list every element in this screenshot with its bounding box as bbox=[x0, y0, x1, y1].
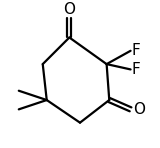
Text: F: F bbox=[132, 62, 141, 77]
Text: F: F bbox=[132, 43, 141, 58]
Text: O: O bbox=[133, 102, 145, 117]
Text: O: O bbox=[63, 2, 75, 17]
